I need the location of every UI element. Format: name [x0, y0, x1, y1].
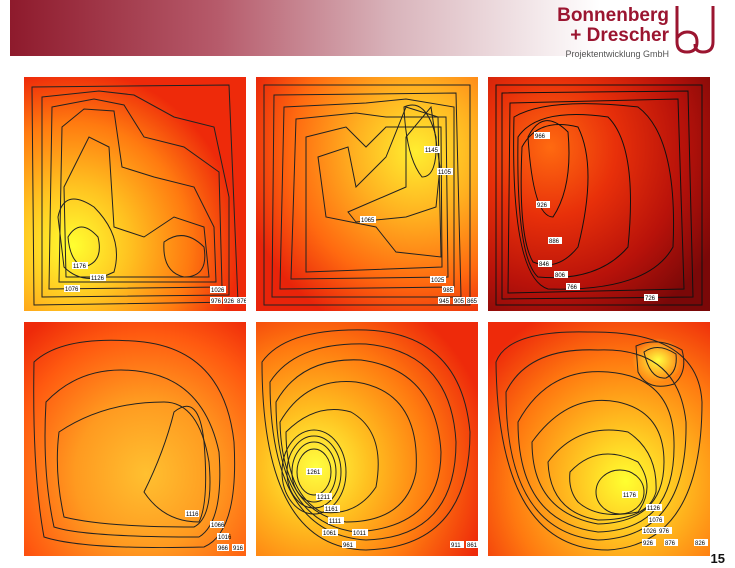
contour-label: 1065 [361, 218, 375, 224]
contour-label: 926 [537, 203, 548, 209]
contour-label: 1076 [65, 287, 79, 293]
contour-label: 1116 [186, 512, 199, 518]
contour-panel-1: 1176 1126 1076 1026 976 926 876 [24, 77, 246, 311]
contour-label: 1176 [73, 264, 87, 270]
contour-label: 726 [645, 296, 656, 302]
contour-label: 961 [343, 543, 354, 549]
contour-label: 1026 [643, 529, 657, 535]
header-banner [10, 0, 600, 56]
panel-6-labels: 1176 1126 1076 1026 976 926 876 826 [622, 491, 708, 547]
contour-panel-5: 1261 1211 1161 1111 1061 1011 961 911 86… [256, 322, 478, 556]
contour-label: 846 [539, 262, 550, 268]
contour-panel-4: 1116 1066 1016 966 916 [24, 322, 246, 556]
company-logo [673, 2, 717, 56]
contour-label: 916 [233, 546, 244, 552]
contour-label: 1145 [425, 148, 439, 154]
contour-panel-3: 966 926 886 846 806 766 726 [488, 77, 710, 311]
contour-label: 1111 [329, 519, 342, 525]
contour-label: 985 [443, 288, 454, 294]
contour-label: 945 [439, 299, 450, 305]
contour-label: 1025 [431, 278, 445, 284]
contour-label: 926 [643, 541, 654, 547]
panel-3-labels: 966 926 886 846 806 766 726 [534, 132, 658, 302]
contour-label: 1161 [325, 507, 339, 513]
contour-label: 926 [224, 299, 235, 305]
contour-label: 1126 [91, 276, 105, 282]
brand-text: Bonnenberg + Drescher Projektentwicklung… [557, 5, 669, 60]
contour-label: 1066 [211, 523, 225, 529]
contour-label: 806 [555, 273, 566, 279]
contour-label: 865 [467, 299, 478, 305]
contour-panel-2: 1145 1105 1065 1025 985 945 905 865 [256, 77, 478, 311]
contour-label: 976 [659, 529, 670, 535]
panel-1-labels: 1176 1126 1076 1026 976 926 876 [64, 262, 246, 305]
contour-label: 766 [567, 285, 578, 291]
contour-label: 966 [535, 134, 546, 140]
contour-label: 1261 [307, 470, 321, 476]
contour-label: 826 [695, 541, 706, 547]
contour-label: 1061 [323, 531, 337, 537]
contour-label: 876 [237, 299, 246, 305]
brand-subtitle: Projektentwicklung GmbH [565, 49, 669, 59]
contour-label: 1076 [649, 518, 663, 524]
panel-2-labels: 1145 1105 1065 1025 985 945 905 865 [360, 146, 478, 305]
contour-label: 1176 [623, 493, 637, 499]
brand-line2: + Drescher [570, 25, 669, 46]
contour-label: 911 [451, 543, 461, 549]
contour-label: 1011 [353, 531, 367, 537]
contour-label: 966 [218, 546, 229, 552]
page-number: 15 [710, 551, 725, 566]
contour-label: 861 [467, 543, 478, 549]
contour-panel-6: 1176 1126 1076 1026 976 926 876 826 [488, 322, 710, 556]
contour-label: 1105 [438, 170, 452, 176]
contour-label: 1211 [317, 495, 331, 501]
contour-label: 876 [665, 541, 676, 547]
contour-label: 1026 [211, 288, 225, 294]
panel-5-labels: 1261 1211 1161 1111 1061 1011 961 911 86… [306, 468, 478, 549]
contour-label: 1126 [647, 506, 661, 512]
contour-label: 1016 [218, 535, 232, 541]
panel-4-labels: 1116 1066 1016 966 916 [185, 510, 244, 552]
contour-label: 886 [549, 239, 560, 245]
contour-label: 976 [211, 299, 222, 305]
brand-line1: Bonnenberg [557, 5, 669, 26]
contour-label: 905 [454, 299, 465, 305]
